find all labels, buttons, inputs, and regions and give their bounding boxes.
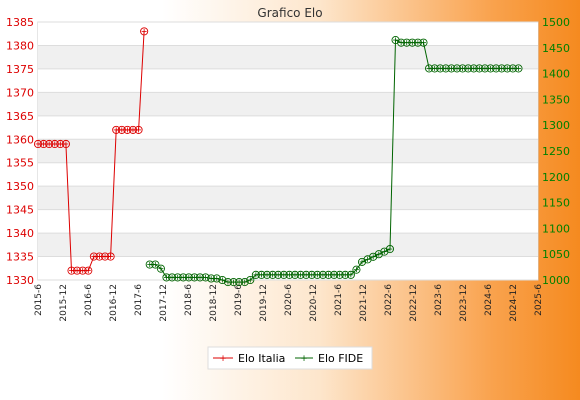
grid-band (38, 115, 538, 140)
x-tick-label: 2015-6 (34, 284, 44, 316)
grid-band (38, 209, 538, 234)
grid-band (38, 92, 538, 116)
data-point-elo-fide (246, 275, 255, 285)
x-tick-label: 2019-12 (259, 284, 269, 322)
x-tick-label: 2020-12 (309, 284, 319, 322)
x-tick-label: 2018-12 (209, 284, 219, 322)
data-point-elo-fide (380, 247, 389, 256)
grid-band (38, 162, 538, 187)
y-right-tick-label: 1400 (542, 68, 570, 81)
data-point-elo-fide (369, 252, 378, 261)
data-point-elo-italia (134, 125, 143, 134)
data-point-elo-italia (84, 266, 93, 275)
x-axis: 2015-6 2015-12 2016-6 2016-12 2017-6 2017-12 2… (34, 284, 544, 322)
x-tick-label: 2021-12 (359, 284, 369, 322)
y-left-tick-label: 1350 (6, 180, 34, 193)
data-point-elo-fide (240, 278, 249, 287)
y-left-tick-label: 1345 (6, 204, 34, 217)
data-point-elo-fide (218, 275, 227, 285)
data-point-elo-fide (201, 273, 210, 282)
x-tick-label: 2022-12 (409, 284, 419, 322)
legend-marker-elo-fide: + (300, 354, 308, 364)
chart-title: Grafico Elo (257, 6, 322, 20)
data-point-elo-italia (140, 27, 149, 36)
data-point-elo-fide (156, 264, 165, 273)
grid-band (38, 68, 538, 93)
y-left-tick-label: 1365 (6, 110, 34, 123)
x-tick-label: 2015-12 (59, 284, 69, 322)
data-point-elo-fide (212, 274, 221, 283)
y-right-tick-label: 1250 (542, 145, 570, 158)
y-left-tick-label: 1330 (6, 274, 34, 287)
data-point-elo-fide (419, 38, 428, 47)
data-point-elo-fide (391, 36, 400, 45)
x-tick-label: 2022-6 (384, 284, 394, 316)
data-point-elo-fide (352, 265, 361, 274)
grid-band (38, 139, 538, 163)
grid-band (38, 186, 538, 210)
y-left-tick-label: 1340 (6, 227, 34, 240)
y-right-tick-label: 1500 (542, 16, 570, 29)
grid-band (38, 45, 538, 69)
data-point-elo-fide (363, 255, 372, 264)
x-tick-label: 2019-6 (234, 284, 244, 316)
data-point-elo-italia (61, 139, 70, 149)
y-right-tick-label: 1450 (542, 42, 570, 55)
grid-band (38, 22, 538, 46)
y-right-tick-label: 1050 (542, 248, 570, 261)
data-point-elo-fide (357, 257, 367, 266)
y-right-tick-label: 1350 (542, 93, 570, 106)
data-point-elo-fide (385, 244, 395, 254)
y-left-tick-label: 1335 (6, 251, 34, 264)
x-tick-label: 2021-6 (334, 284, 344, 316)
y-left-tick-label: 1380 (6, 39, 34, 52)
y-right-tick-label: 1200 (542, 171, 570, 184)
y-right-tick-label: 1150 (542, 197, 570, 210)
y-right-tick-label: 1000 (542, 274, 570, 287)
y-left-tick-label: 1385 (6, 16, 34, 29)
x-tick-label: 2017-12 (159, 284, 169, 322)
right-y-axis: 1000 1050 1100 1150 1200 1250 1300 1350 1400 1450… (542, 16, 570, 287)
grid-bands (38, 21, 538, 281)
legend: + Elo Italia + Elo FIDE (207, 346, 373, 370)
legend-box (207, 346, 373, 370)
x-tick-label: 2020-6 (284, 284, 294, 316)
data-point-elo-fide (346, 270, 355, 279)
data-point-elo-fide (151, 260, 160, 269)
grid-band (38, 233, 538, 257)
x-tick-label: 2023-12 (459, 284, 469, 322)
x-tick-label: 2024-6 (484, 284, 494, 316)
x-tick-label: 2024-12 (509, 284, 519, 322)
x-tick-label: 2016-12 (109, 284, 119, 322)
y-left-tick-label: 1375 (6, 63, 34, 76)
series-layer (33, 27, 523, 287)
y-left-tick-label: 1360 (6, 133, 34, 146)
x-tick-label: 2018-6 (184, 284, 194, 316)
data-point-elo-fide (514, 64, 523, 73)
data-point-elo-fide (374, 250, 383, 259)
legend-label-elo-italia: Elo Italia (238, 352, 285, 365)
x-tick-label: 2016-6 (84, 284, 94, 316)
y-right-tick-label: 1300 (542, 119, 570, 132)
y-left-tick-label: 1370 (6, 86, 34, 99)
legend-marker-elo-italia: + (219, 354, 227, 364)
x-tick-label: 2025-6 (534, 284, 544, 316)
x-tick-label: 2017-6 (134, 284, 144, 316)
y-left-tick-label: 1355 (6, 157, 34, 170)
legend-label-elo-fide: Elo FIDE (318, 352, 363, 365)
grid-band (38, 256, 538, 280)
data-point-elo-italia (106, 252, 115, 261)
x-tick-label: 2023-6 (434, 284, 444, 316)
y-right-tick-label: 1100 (542, 222, 570, 235)
left-y-axis: 1330 1335 1340 1345 1350 1355 1360 1365 1370 1375… (6, 16, 34, 287)
